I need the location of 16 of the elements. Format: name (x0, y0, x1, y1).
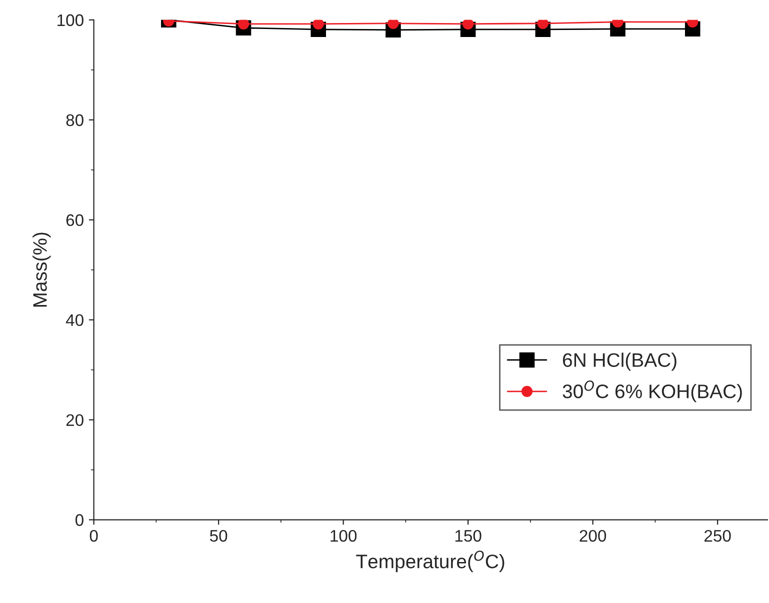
y-tick-label: 0 (75, 514, 84, 526)
x-tick-label: 50 (210, 530, 228, 542)
legend-label: 6N HCl(BAC) (562, 352, 676, 371)
x-tick-label: 150 (455, 530, 482, 542)
x-tick-label: 100 (330, 530, 357, 542)
x-tick-label: 0 (90, 530, 98, 542)
x-tick-label: 250 (704, 530, 731, 542)
y-tick-label: 100 (58, 14, 84, 26)
y-tick-label: 80 (66, 114, 84, 126)
y-tick-label: 40 (66, 314, 84, 326)
legend-label: 30$^{O}$C 6% KOH(BAC) (562, 380, 742, 402)
y-axis-title: Mass(%) (32, 232, 51, 307)
x-axis-title: Temperature($^{O}$C) (356, 550, 504, 572)
y-tick-label: 60 (66, 214, 84, 226)
x-tick-label: 200 (580, 530, 606, 542)
y-tick-label: 20 (66, 414, 84, 426)
